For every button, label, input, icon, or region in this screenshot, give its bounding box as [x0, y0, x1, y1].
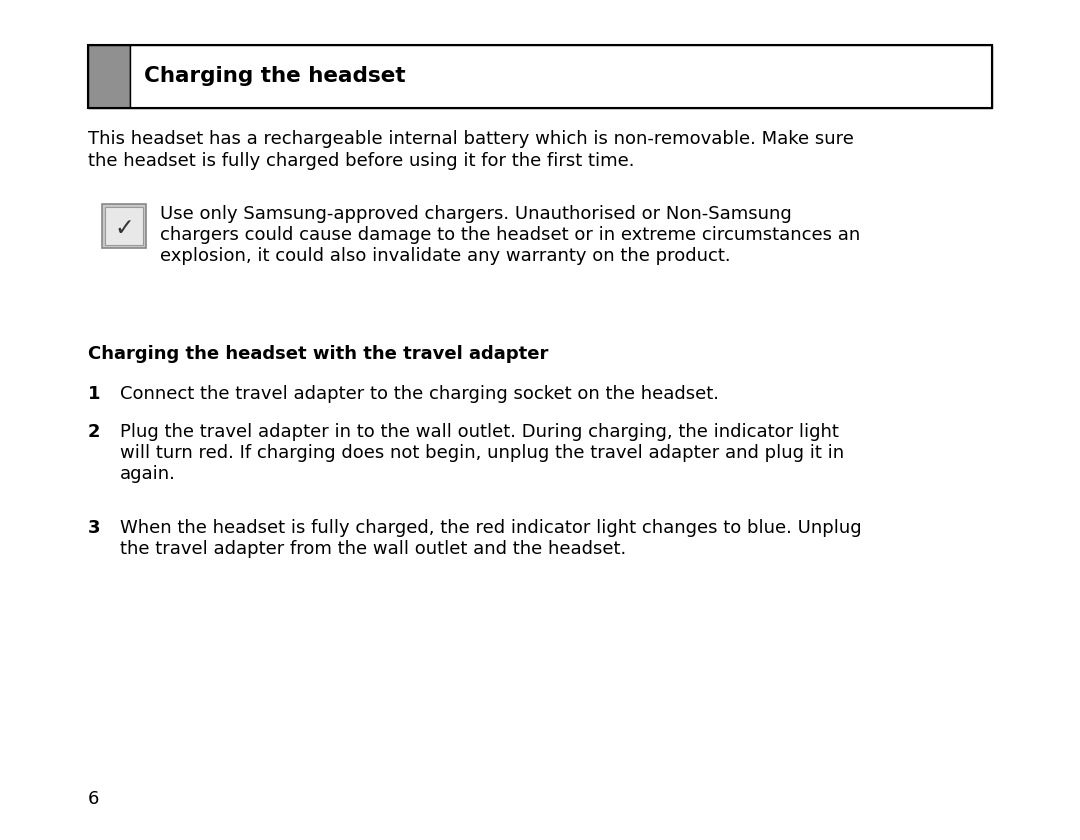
Text: 3: 3: [87, 519, 100, 537]
Bar: [102, 204, 146, 248]
Text: ✓: ✓: [114, 216, 134, 240]
Text: will turn red. If charging does not begin, unplug the travel adapter and plug it: will turn red. If charging does not begi…: [120, 444, 845, 462]
Text: 1: 1: [87, 385, 100, 403]
Bar: [105, 207, 143, 245]
Text: 6: 6: [87, 790, 99, 808]
Bar: [87, 45, 993, 108]
Text: This headset has a rechargeable internal battery which is non-removable. Make su: This headset has a rechargeable internal…: [87, 130, 854, 148]
Text: the travel adapter from the wall outlet and the headset.: the travel adapter from the wall outlet …: [120, 540, 626, 558]
Text: 2: 2: [87, 423, 100, 441]
Text: the headset is fully charged before using it for the first time.: the headset is fully charged before usin…: [87, 152, 635, 170]
Bar: [130, 45, 993, 108]
Text: again.: again.: [120, 465, 176, 483]
Bar: [87, 45, 130, 108]
Text: Connect the travel adapter to the charging socket on the headset.: Connect the travel adapter to the chargi…: [120, 385, 719, 403]
Text: Use only Samsung-approved chargers. Unauthorised or Non-Samsung: Use only Samsung-approved chargers. Unau…: [160, 205, 792, 223]
Text: chargers could cause damage to the headset or in extreme circumstances an: chargers could cause damage to the heads…: [160, 226, 861, 244]
Text: explosion, it could also invalidate any warranty on the product.: explosion, it could also invalidate any …: [160, 247, 731, 265]
Text: Charging the headset with the travel adapter: Charging the headset with the travel ada…: [87, 345, 549, 363]
Text: Plug the travel adapter in to the wall outlet. During charging, the indicator li: Plug the travel adapter in to the wall o…: [120, 423, 839, 441]
Text: Charging the headset: Charging the headset: [144, 66, 406, 87]
Text: When the headset is fully charged, the red indicator light changes to blue. Unpl: When the headset is fully charged, the r…: [120, 519, 862, 537]
